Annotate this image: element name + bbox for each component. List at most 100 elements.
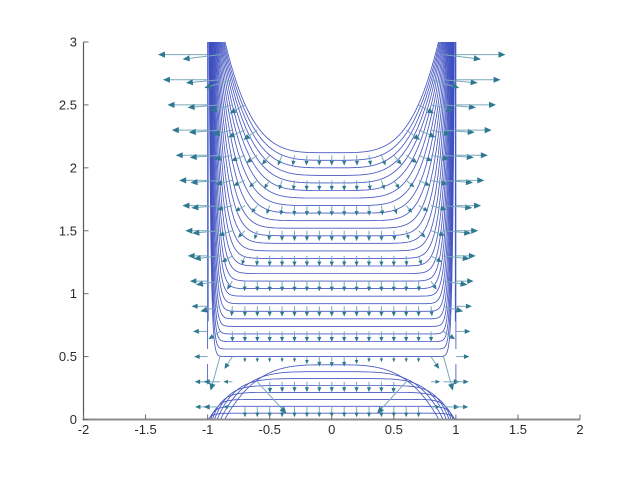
y-tick-label: 0.5 — [59, 349, 77, 364]
quiver-head — [329, 236, 334, 242]
quiver-head — [329, 286, 334, 292]
quiver-head — [329, 311, 334, 317]
quiver-head — [195, 404, 201, 410]
quiver-arrow — [280, 306, 285, 317]
quiver-arrow — [430, 205, 447, 211]
quiver-arrow — [354, 281, 359, 292]
quiver-arrow — [215, 179, 233, 186]
quiver-shaft — [443, 79, 475, 84]
quiver-arrow — [185, 79, 221, 86]
quiver-arrow — [267, 306, 272, 317]
quiver-arrow — [317, 281, 322, 292]
quiver-arrow — [342, 356, 347, 367]
quiver-arrow — [391, 255, 396, 267]
quiver-arrow — [267, 281, 272, 292]
quiver-head — [404, 412, 409, 418]
quiver-arrow — [317, 306, 322, 317]
quiver-head — [429, 311, 434, 317]
quiver-head — [442, 155, 450, 161]
quiver-arrow — [280, 255, 285, 267]
quiver-head — [411, 157, 418, 163]
quiver-head — [417, 358, 421, 363]
quiver-arrow — [366, 230, 372, 242]
quiver-head — [416, 311, 421, 317]
quiver-arrow — [455, 278, 474, 284]
quiver-head — [379, 387, 384, 393]
quiver-arrow — [431, 379, 441, 384]
quiver-arrow — [304, 381, 309, 393]
quiver-arrow — [229, 306, 234, 317]
quiver-head — [190, 179, 198, 186]
quiver-arrow — [228, 129, 246, 138]
quiver-head — [185, 79, 194, 86]
quiver-head — [158, 51, 165, 58]
quiver-shaft — [211, 356, 221, 388]
quiver-arrow — [393, 154, 402, 165]
quiver-arrow — [404, 255, 409, 266]
quiver-arrow — [267, 230, 272, 241]
quiver-arrow — [354, 381, 359, 393]
quiver-head — [404, 311, 409, 317]
quiver-head — [255, 337, 260, 342]
quiver-arrow — [455, 354, 470, 359]
quiver-head — [267, 235, 272, 241]
quiver-head — [446, 105, 454, 112]
quiver-head — [354, 211, 359, 216]
quiver-head — [391, 337, 396, 342]
quiver-head — [317, 412, 322, 418]
quiver-arrow — [246, 154, 258, 163]
quiver-arrow — [261, 154, 271, 165]
quiver-head — [266, 209, 270, 215]
quiver-head — [255, 286, 260, 292]
quiver-shaft — [186, 54, 221, 60]
quiver-head — [279, 406, 287, 414]
quiver-head — [329, 387, 334, 393]
quiver-arrow — [367, 205, 372, 216]
x-tick-label: 2 — [576, 422, 583, 437]
quiver-head — [329, 160, 334, 166]
quiver-arrow — [429, 331, 434, 342]
quiver-arrow — [267, 331, 272, 342]
quiver-head — [167, 101, 175, 108]
quiver-arrow — [267, 255, 272, 267]
y-tick-label: 2.5 — [59, 97, 77, 112]
quiver-arrow — [342, 255, 347, 267]
quiver-arrow — [317, 255, 322, 267]
quiver-arrow — [317, 381, 322, 393]
quiver-head — [484, 127, 492, 134]
quiver-head — [305, 360, 309, 365]
quiver-head — [395, 183, 400, 189]
quiver-arrow — [443, 330, 456, 340]
quiver-head — [231, 156, 238, 162]
quiver-head — [354, 337, 359, 342]
quiver-arrow — [230, 331, 235, 342]
quiver-arrow — [304, 306, 309, 317]
quiver-head — [218, 231, 225, 237]
quiver-arrow — [455, 252, 476, 259]
quiver-head — [200, 306, 208, 313]
quiver-arrow — [391, 381, 396, 393]
quiver-arrow — [354, 155, 359, 166]
contour-line — [214, 41, 449, 244]
contour-line — [221, 41, 442, 176]
quiver-head — [409, 182, 415, 188]
quiver-head — [317, 337, 322, 342]
quiver-head — [304, 412, 309, 418]
quiver-arrow — [242, 331, 247, 342]
x-tick-label: 0 — [328, 422, 335, 437]
quiver-arrow — [354, 306, 359, 317]
quiver-head — [304, 236, 309, 242]
x-tick-label: 0.5 — [385, 422, 403, 437]
quiver-head — [194, 379, 201, 385]
quiver-arrow — [455, 177, 485, 184]
quiver-head — [379, 236, 384, 241]
quiver-arrow — [418, 129, 436, 138]
quiver-head — [451, 83, 460, 89]
quiver-arrow — [243, 129, 258, 140]
contour-line — [220, 371, 444, 420]
quiver-arrow — [191, 204, 221, 211]
quiver-head — [463, 354, 470, 359]
quiver-arrow — [200, 305, 221, 313]
quiver-arrow — [391, 306, 396, 317]
quiver-head — [462, 255, 470, 262]
